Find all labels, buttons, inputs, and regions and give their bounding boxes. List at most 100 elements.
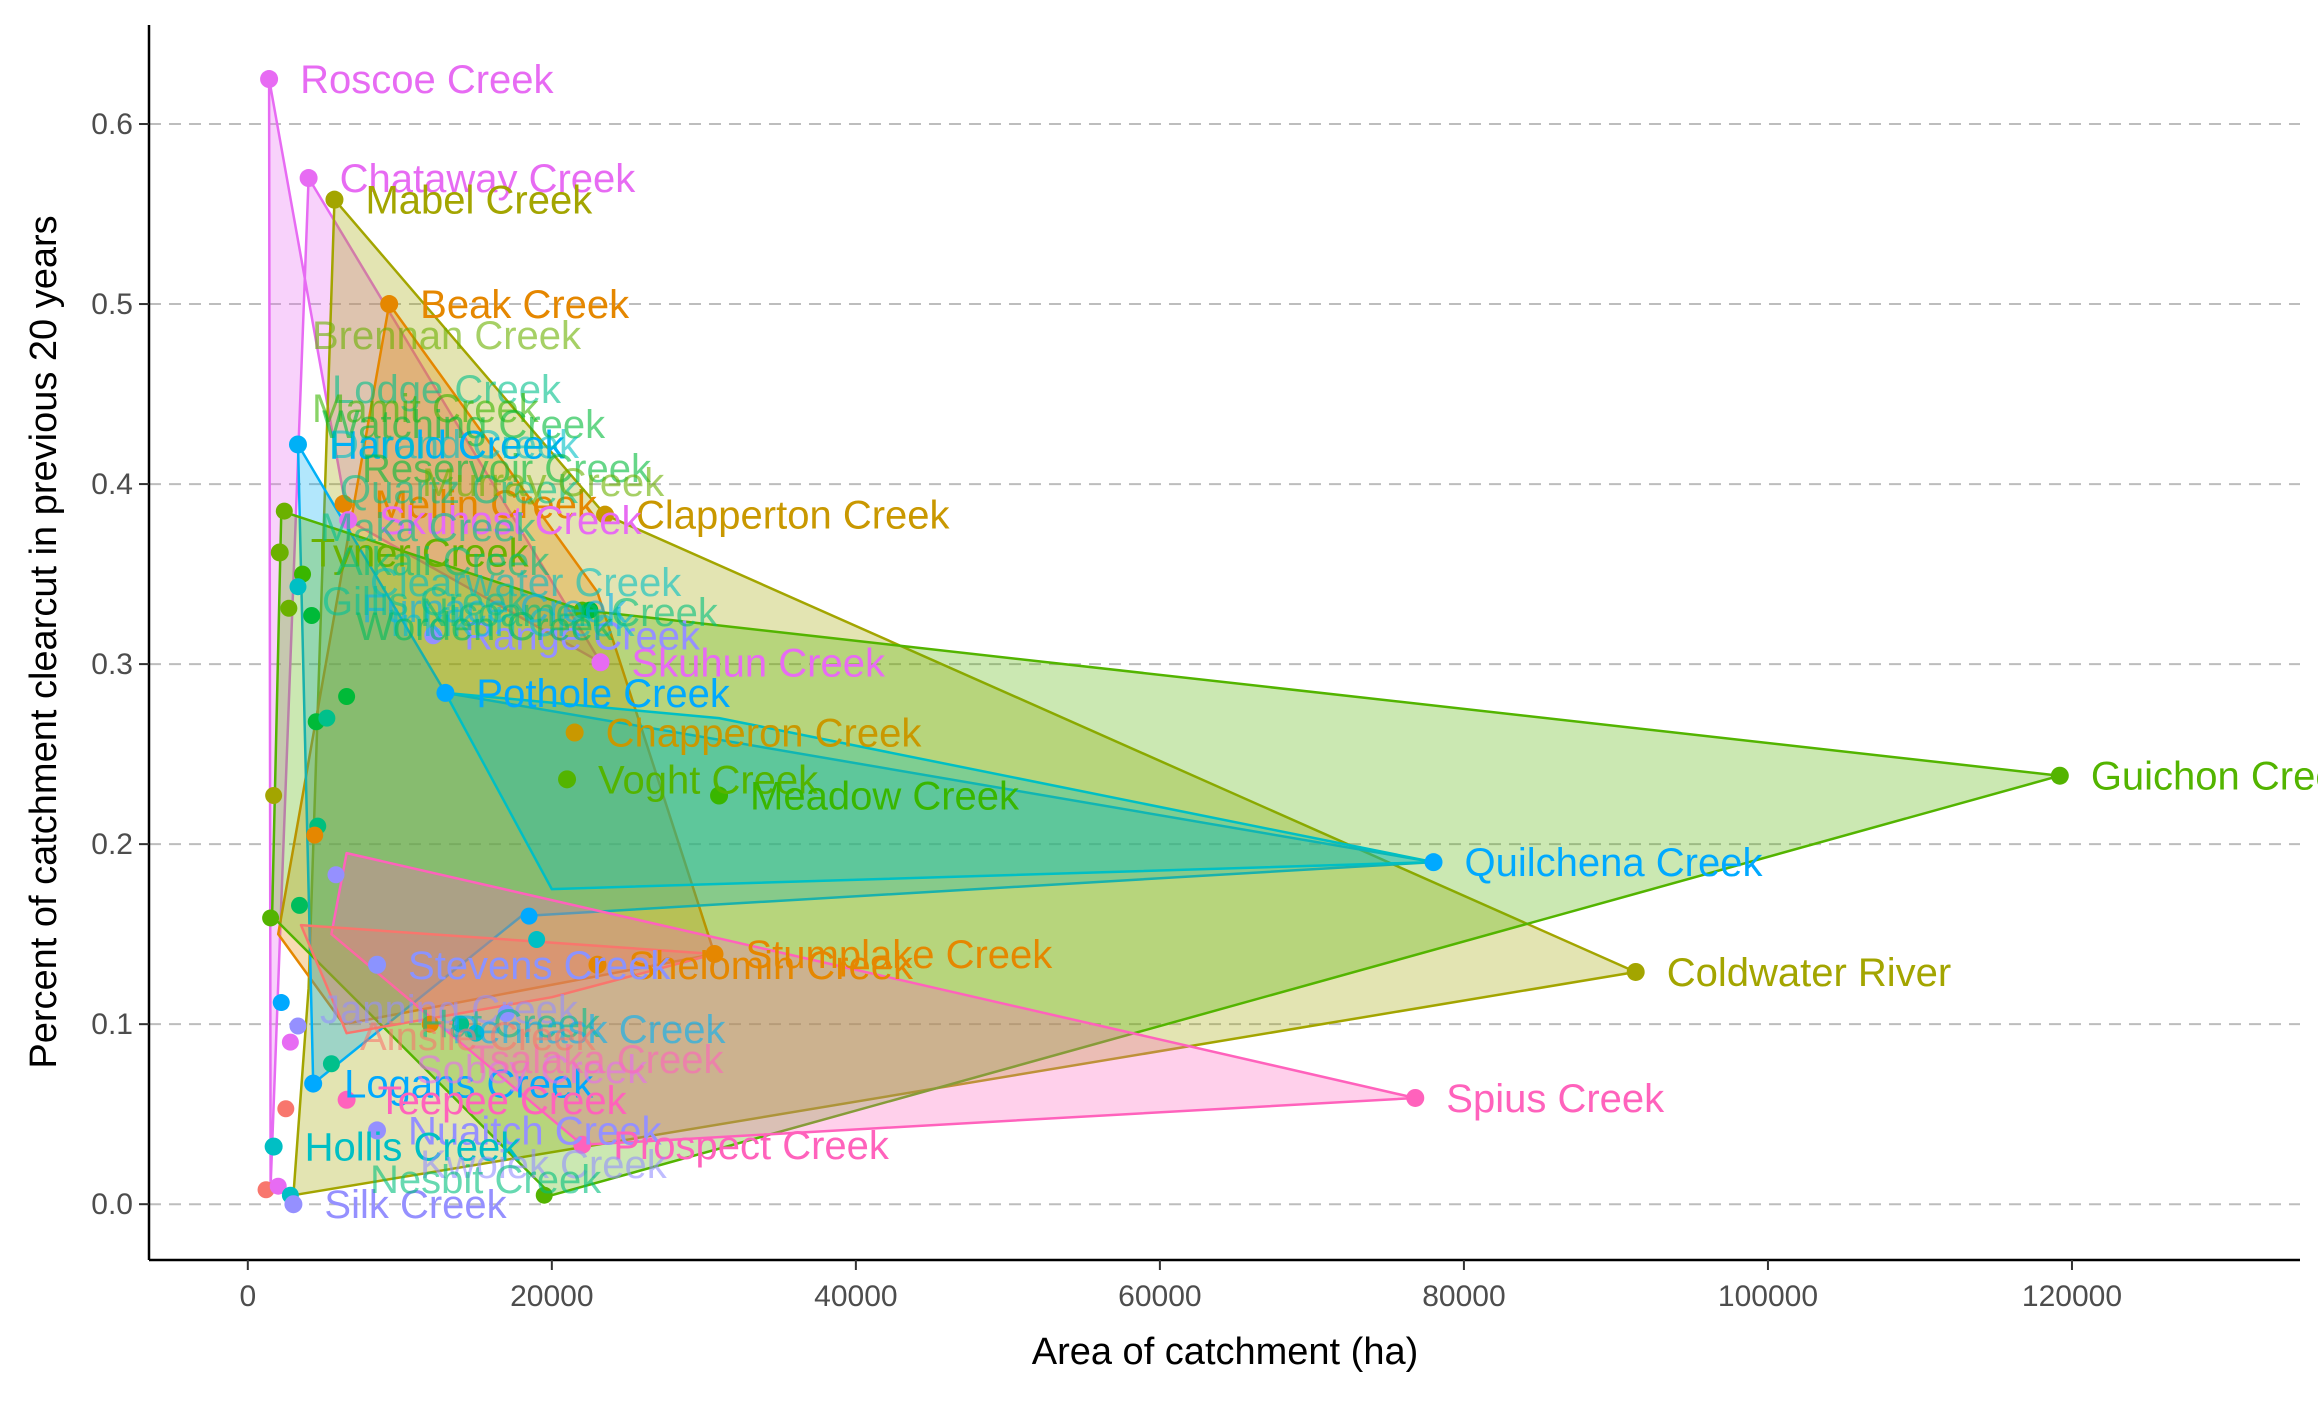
point-label: Meadow Creek: [750, 775, 1020, 819]
data-point: [269, 1177, 287, 1195]
group-hull: [276, 302, 716, 1026]
data-point: [581, 601, 599, 619]
data-point: [289, 1017, 307, 1035]
data-point: [497, 1004, 515, 1022]
data-point: [2050, 766, 2069, 785]
point-label: Mellin Creek: [375, 483, 598, 527]
data-point: [327, 866, 345, 884]
point-label: Tsalaka Creek: [470, 1038, 724, 1082]
data-point: [272, 994, 290, 1012]
point-label: Prospect Creek: [613, 1124, 890, 1168]
y-tick-label: 0.1: [91, 1008, 133, 1041]
point-label: Janning Creek: [320, 988, 579, 1032]
data-point: [535, 1186, 553, 1204]
point-label: Mabel Creek: [365, 179, 593, 223]
data-point: [368, 955, 387, 974]
point-label: Guichon Creek: [2091, 755, 2318, 799]
data-point: [322, 1055, 340, 1073]
data-point: [334, 494, 353, 513]
point-label: Kwoiek Creek: [420, 1143, 668, 1187]
point-label: Inkikuh Creek: [390, 601, 636, 645]
point-label: Gillis Creek: [322, 580, 527, 624]
data-point: [1406, 1088, 1425, 1107]
point-label: Furnace Creek: [362, 587, 628, 631]
x-tick-label: 40000: [814, 1280, 897, 1313]
point-label: Shelomin Creek: [628, 944, 914, 988]
data-point: [260, 70, 279, 89]
data-point: [339, 511, 358, 530]
data-point: [588, 955, 607, 974]
group-hull: [296, 443, 1435, 1085]
point-label: Hat Creek: [420, 1002, 601, 1046]
data-point: [284, 1195, 303, 1214]
point-label: Durand Creek: [330, 423, 580, 467]
data-point: [265, 787, 283, 805]
y-tick-label: 0.3: [91, 648, 133, 681]
data-point: [303, 606, 321, 624]
data-point: [452, 1015, 470, 1033]
point-label: Pennask Creek: [452, 1008, 726, 1052]
point-label: Reservoir Creek: [362, 447, 652, 491]
data-point: [1424, 853, 1443, 872]
data-point: [1626, 962, 1645, 981]
group-hull: [267, 77, 602, 1188]
point-label: Teepee Creek: [378, 1079, 628, 1123]
data-point: [281, 1033, 299, 1051]
point-label: Stumplake Creek: [745, 933, 1053, 977]
data-points: [257, 70, 2069, 1214]
data-point: [270, 543, 289, 562]
point-label: Hollis Creek: [305, 1126, 522, 1170]
point-label: Beak Creek: [420, 283, 630, 327]
data-point: [573, 1135, 592, 1154]
data-point: [338, 688, 356, 706]
data-point: [558, 770, 577, 789]
data-point: [528, 931, 546, 949]
data-point: [318, 709, 336, 727]
point-label: Logans Creek: [344, 1063, 594, 1107]
point-label: Clapperton Creek: [636, 494, 950, 538]
point-label: Range Creek: [464, 614, 701, 658]
data-point: [304, 1074, 323, 1093]
y-tick-label: 0.4: [91, 468, 133, 501]
point-label: Harold Creek: [329, 423, 566, 467]
x-axis-title: Area of catchment (ha): [1032, 1331, 1419, 1373]
x-tick-label: 60000: [1118, 1280, 1201, 1313]
data-point: [565, 723, 584, 742]
data-point: [520, 907, 538, 925]
point-label: Stevens Creek: [408, 944, 671, 988]
point-label: Chapperon Creek: [606, 712, 923, 756]
x-tick-label: 20000: [510, 1280, 593, 1313]
data-point: [467, 1024, 485, 1042]
data-point: [290, 896, 308, 914]
point-label: Chataway Creek: [340, 157, 637, 201]
point-label: Mamit Creek: [312, 387, 540, 431]
data-point: [591, 653, 610, 672]
point-label: Coldwater River: [1667, 951, 1952, 995]
axis-ticks: 0.0 0.1 0.2 0.3 0.4 0.5 0.6 0 20000 40000 60000 800…: [91, 108, 2122, 1313]
data-point: [424, 626, 443, 645]
point-label: Clearwater Creek: [370, 561, 682, 605]
point-label: Nesbit Creek: [370, 1158, 602, 1202]
data-point: [264, 1137, 283, 1156]
y-tick-label: 0.5: [91, 288, 133, 321]
data-point: [299, 169, 318, 188]
x-tick-label: 120000: [2022, 1280, 2122, 1313]
point-label: Nuaitch Creek: [408, 1109, 662, 1153]
point-label: Silk Creek: [324, 1183, 507, 1227]
data-point: [280, 599, 298, 617]
point-label: Alkali Creek: [336, 540, 550, 584]
point-label: Tyner Creek: [311, 531, 530, 575]
point-label: Nicoamen Creek: [420, 591, 719, 635]
data-point: [277, 1100, 295, 1118]
point-label: Quilchena Creek: [1465, 841, 1764, 885]
point-label: Maka Creek: [320, 506, 537, 550]
group-hull: [292, 198, 1637, 1197]
point-label: Worden Creek: [356, 605, 614, 649]
y-axis-title: Percent of catchment clearcut in previou…: [23, 215, 65, 1068]
y-tick-label: 0.0: [91, 1188, 133, 1221]
point-label: Voght Creek: [598, 758, 819, 802]
point-label: Sobey Creek: [416, 1048, 648, 1092]
point-label: Watching Creek: [322, 403, 606, 447]
